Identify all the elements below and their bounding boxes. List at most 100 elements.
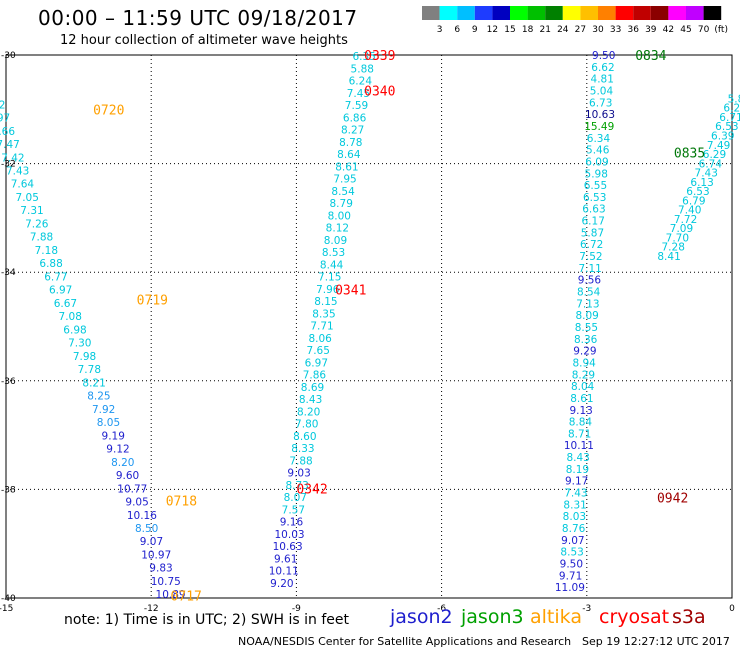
wave-height-value: 9.17 bbox=[565, 476, 588, 488]
wave-height-value: 6.97 bbox=[49, 285, 72, 297]
wave-height-value: 8.94 bbox=[572, 357, 596, 369]
legend-cryosat: cryosat bbox=[599, 606, 670, 628]
wave-height-value: 7.88 bbox=[30, 232, 53, 244]
colorbar-swatch bbox=[615, 6, 634, 20]
wave-height-value: 9.61 bbox=[274, 553, 297, 565]
colorbar-label: 3 bbox=[437, 25, 443, 35]
wave-height-value: 6.17 bbox=[582, 216, 605, 228]
colorbar-swatch bbox=[492, 6, 510, 20]
wave-height-value: 7.18 bbox=[35, 245, 58, 257]
wave-height-value: 10.63 bbox=[273, 541, 303, 553]
wave-height-value: 8.05 bbox=[97, 417, 120, 429]
wave-height-value: 8.33 bbox=[291, 443, 314, 455]
track-0339: 6.355.886.247.457.596.868.278.788.648.61… bbox=[269, 51, 376, 590]
wave-height-value: 10.11 bbox=[269, 566, 299, 578]
wave-height-value: 5.46 bbox=[586, 145, 610, 157]
wave-height-value: 8.79 bbox=[330, 198, 353, 210]
wave-height-value: 8.00 bbox=[328, 210, 351, 222]
colorbar-swatch bbox=[650, 6, 669, 20]
wave-height-value: 9.16 bbox=[280, 517, 304, 529]
colorbar-swatch bbox=[686, 6, 704, 20]
colorbar-label: 15 bbox=[504, 25, 515, 35]
wave-height-value: 6.09 bbox=[585, 156, 608, 168]
colorbar-label: 30 bbox=[592, 25, 604, 35]
wave-height-value: 9.56 bbox=[578, 275, 602, 287]
wave-height-value: 7.28 bbox=[662, 242, 685, 254]
colorbar-swatch bbox=[527, 6, 546, 20]
wave-height-value: 7.08 bbox=[59, 311, 82, 323]
x-axis-label: -3 bbox=[582, 604, 591, 612]
wave-height-value: 8.84 bbox=[569, 417, 593, 429]
wave-height-value: 8.35 bbox=[312, 308, 335, 320]
pass-time-label: 0717 bbox=[171, 589, 202, 604]
credit-text: NOAA/NESDIS Center for Satellite Applica… bbox=[238, 635, 572, 648]
wave-height-value: 8.76 bbox=[562, 523, 586, 535]
wave-height-value: 5.98 bbox=[585, 168, 608, 180]
y-axis-label: -32 bbox=[1, 160, 16, 170]
x-axis-label: -15 bbox=[0, 604, 13, 612]
colorbar-swatch bbox=[422, 6, 440, 20]
wave-height-value: 6.72 bbox=[580, 239, 603, 251]
track-0834: 9.506.624.815.046.7310.6315.496.345.466.… bbox=[555, 50, 616, 594]
wave-height-value: 7.92 bbox=[92, 404, 115, 416]
wave-height-value: 7.70 bbox=[666, 232, 689, 244]
wave-height-value: 7.80 bbox=[295, 419, 318, 431]
legend-s3a: s3a bbox=[672, 606, 706, 628]
colorbar-swatch bbox=[668, 6, 686, 20]
colorbar-swatch bbox=[580, 6, 598, 20]
colorbar-label: 39 bbox=[645, 25, 657, 35]
wave-height-value: 9.19 bbox=[102, 430, 125, 442]
colorbar-label: 21 bbox=[539, 25, 550, 35]
wave-height-value: 6.53 bbox=[715, 121, 738, 133]
wave-height-value: 7.78 bbox=[78, 364, 101, 376]
colorbar-label: 36 bbox=[627, 25, 639, 35]
y-axis-label: -36 bbox=[1, 377, 16, 387]
wave-height-value: 8.41 bbox=[657, 251, 680, 263]
wave-height-value: 7.09 bbox=[670, 223, 693, 235]
wave-height-value: 8.06 bbox=[308, 333, 332, 345]
wave-height-value: 8.61 bbox=[335, 161, 358, 173]
wave-height-value: 7.86 bbox=[303, 370, 327, 382]
legend-altika: altika bbox=[530, 606, 582, 628]
wave-height-value: 10.11 bbox=[564, 440, 594, 452]
x-axis-label: 0 bbox=[729, 604, 735, 612]
wave-height-value: 8.50 bbox=[135, 523, 158, 535]
wave-height-value: 10.03 bbox=[275, 529, 305, 541]
map-frame bbox=[5, 54, 733, 599]
colorbar-label: 70 bbox=[698, 25, 710, 35]
wave-height-value: 6.13 bbox=[690, 177, 713, 189]
wave-height-value: 7.57 bbox=[282, 504, 305, 516]
wave-height-value: 7.49 bbox=[707, 140, 730, 152]
wave-height-value: 7.66 bbox=[0, 126, 15, 138]
wave-height-value: 9.13 bbox=[569, 405, 592, 417]
wave-height-value: 8.73 bbox=[285, 480, 308, 492]
wave-height-value: 9.29 bbox=[573, 346, 596, 358]
timestamp: Sep 19 12:27:12 UTC 2017 bbox=[582, 635, 730, 648]
wave-height-value: 5.04 bbox=[590, 85, 614, 97]
track-0835: 5.866.296.716.536.397.496.296.747.436.13… bbox=[657, 93, 740, 262]
wave-height-value: 7.71 bbox=[310, 321, 333, 333]
wave-height-value: 5.86 bbox=[728, 93, 740, 105]
wave-height-value: 7.11 bbox=[578, 263, 601, 275]
wave-height-value: 10.89 bbox=[156, 589, 186, 601]
wave-height-value: 7.98 bbox=[73, 351, 96, 363]
wave-height-value: 6.86 bbox=[343, 112, 367, 124]
colorbar-swatch bbox=[562, 6, 581, 20]
wave-height-value: 6.39 bbox=[711, 130, 734, 142]
wave-height-value: 8.15 bbox=[314, 296, 337, 308]
colorbar-label: 12 bbox=[487, 25, 498, 35]
wave-height-value: 7.52 bbox=[579, 251, 602, 263]
wave-height-value: 6.24 bbox=[349, 76, 373, 88]
y-axis-label: -30 bbox=[1, 51, 16, 61]
wave-height-value: 7.15 bbox=[318, 272, 341, 284]
wave-height-value: 9.50 bbox=[592, 50, 615, 62]
pass-time-label: 0342 bbox=[296, 482, 327, 497]
wave-height-value: 7.43 bbox=[695, 168, 718, 180]
wave-height-value: 8.61 bbox=[570, 393, 593, 405]
wave-height-value: 6.53 bbox=[686, 186, 709, 198]
x-axis-label: -9 bbox=[292, 604, 301, 612]
wave-height-value: 8.78 bbox=[339, 137, 362, 149]
wave-height-value: 7.31 bbox=[20, 205, 43, 217]
colorbar-swatch bbox=[439, 6, 458, 20]
wave-height-value: 7.96 bbox=[316, 284, 340, 296]
